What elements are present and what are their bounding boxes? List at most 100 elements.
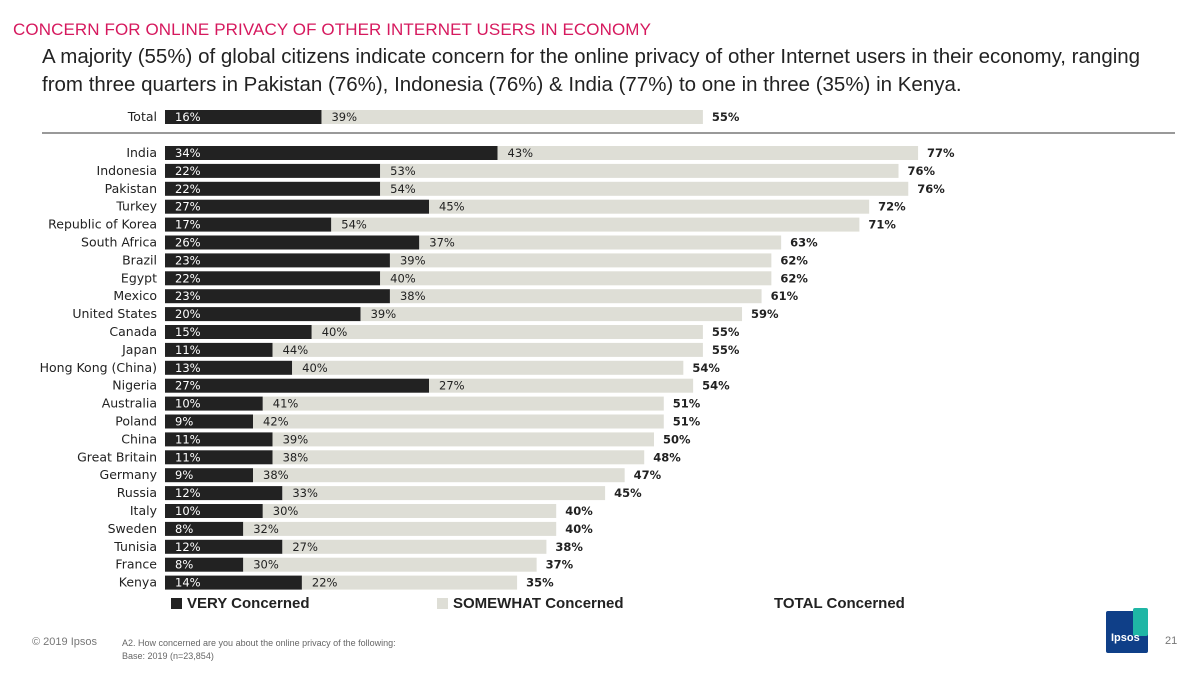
bar-very-italy — [165, 504, 263, 518]
bar-very-united-states — [165, 307, 361, 322]
data-label-total-indonesia: 76% — [908, 164, 936, 178]
bar-somewhat-china — [272, 432, 654, 447]
category-label-turkey: Turkey — [115, 199, 157, 214]
category-label-germany: Germany — [100, 467, 158, 482]
data-label-total-hong-kong-china: 54% — [692, 361, 720, 375]
data-label-total-india: 77% — [927, 146, 955, 160]
data-label-total-republic-of-korea: 71% — [868, 218, 896, 232]
data-label-very-germany: 9% — [175, 468, 193, 482]
data-label-somewhat-canada: 40% — [322, 325, 348, 339]
data-label-total-total: 55% — [712, 110, 740, 124]
copyright: © 2019 Ipsos — [32, 636, 97, 648]
data-label-very-japan: 11% — [175, 343, 201, 357]
data-label-very-turkey: 27% — [175, 200, 201, 214]
bar-somewhat-great-britain — [272, 450, 645, 465]
data-label-total-turkey: 72% — [878, 200, 906, 214]
data-label-very-tunisia: 12% — [175, 540, 201, 554]
data-label-somewhat-great-britain: 38% — [283, 450, 309, 464]
data-label-somewhat-mexico: 38% — [400, 289, 426, 303]
data-label-somewhat-south-africa: 37% — [429, 236, 455, 250]
data-label-total-canada: 55% — [712, 325, 740, 339]
data-label-total-great-britain: 48% — [653, 450, 681, 464]
bar-very-france — [165, 557, 244, 572]
data-label-very-france: 8% — [175, 558, 193, 572]
bar-very-kenya — [165, 575, 302, 590]
data-label-very-canada: 15% — [175, 325, 201, 339]
category-label-total: Total — [127, 109, 157, 124]
bar-very-pakistan — [165, 181, 381, 196]
data-label-very-russia: 12% — [175, 486, 201, 500]
data-label-somewhat-germany: 38% — [263, 468, 289, 482]
ipsos-logo: Ipsos — [1106, 608, 1148, 653]
bar-somewhat-total — [321, 110, 703, 124]
footnote-base: Base: 2019 (n=23,854) — [122, 651, 214, 661]
bar-somewhat-poland — [253, 414, 664, 429]
bar-very-turkey — [165, 199, 430, 214]
data-label-very-pakistan: 22% — [175, 182, 201, 196]
data-label-total-tunisia: 38% — [555, 540, 583, 554]
category-label-indonesia: Indonesia — [97, 163, 157, 178]
data-label-total-united-states: 59% — [751, 307, 779, 321]
bar-somewhat-japan — [272, 342, 703, 357]
category-label-hong-kong-china: Hong Kong (China) — [40, 360, 157, 375]
legend-somewhat: SOMEWHAT Concerned — [437, 595, 624, 612]
bar-somewhat-nigeria — [429, 378, 694, 393]
category-label-south-africa: South Africa — [81, 235, 157, 250]
data-label-somewhat-total: 39% — [331, 110, 357, 124]
footnote-question: A2. How concerned are you about the onli… — [122, 638, 396, 648]
legend-very-label: VERY Concerned — [187, 595, 310, 612]
bar-somewhat-south-africa — [419, 235, 782, 250]
category-label-italy: Italy — [130, 503, 158, 518]
category-label-russia: Russia — [117, 485, 157, 500]
bar-somewhat-pakistan — [380, 181, 909, 196]
bar-somewhat-brazil — [389, 253, 772, 268]
logo-text: Ipsos — [1111, 632, 1140, 644]
data-label-total-italy: 40% — [565, 504, 593, 518]
data-label-somewhat-poland: 42% — [263, 415, 289, 429]
data-label-somewhat-china: 39% — [283, 432, 309, 446]
data-label-very-brazil: 23% — [175, 253, 201, 267]
data-label-somewhat-russia: 33% — [292, 486, 318, 500]
data-label-very-italy: 10% — [175, 504, 201, 518]
legend-total-label: TOTAL Concerned — [774, 595, 905, 612]
data-label-somewhat-kenya: 22% — [312, 576, 338, 590]
data-label-very-great-britain: 11% — [175, 450, 201, 464]
bar-somewhat-australia — [262, 396, 664, 411]
bar-very-sweden — [165, 521, 244, 536]
bar-somewhat-kenya — [301, 575, 518, 590]
bar-somewhat-italy — [262, 504, 557, 518]
data-label-very-republic-of-korea: 17% — [175, 218, 201, 232]
category-label-great-britain: Great Britain — [77, 449, 157, 464]
data-label-very-indonesia: 22% — [175, 164, 201, 178]
data-label-total-germany: 47% — [634, 468, 662, 482]
data-label-somewhat-brazil: 39% — [400, 253, 426, 267]
data-label-very-poland: 9% — [175, 415, 193, 429]
bar-very-mexico — [165, 289, 390, 304]
data-label-total-russia: 45% — [614, 486, 642, 500]
legend-very: VERY Concerned — [171, 595, 310, 612]
category-label-india: India — [126, 145, 157, 160]
bar-somewhat-france — [243, 557, 537, 572]
data-label-very-total: 16% — [175, 110, 201, 124]
data-label-somewhat-pakistan: 54% — [390, 182, 416, 196]
bar-somewhat-sweden — [243, 521, 557, 536]
bar-very-poland — [165, 414, 254, 429]
legend-total: TOTAL Concerned — [774, 595, 905, 612]
data-label-somewhat-republic-of-korea: 54% — [341, 218, 367, 232]
category-label-china: China — [121, 431, 157, 446]
data-label-total-china: 50% — [663, 432, 691, 446]
data-label-very-nigeria: 27% — [175, 379, 201, 393]
category-label-mexico: Mexico — [113, 288, 157, 303]
data-label-very-india: 34% — [175, 146, 201, 160]
data-label-total-nigeria: 54% — [702, 379, 730, 393]
bar-very-hong-kong-china — [165, 360, 293, 375]
bar-somewhat-russia — [282, 486, 606, 501]
data-label-very-mexico: 23% — [175, 289, 201, 303]
page-number: 21 — [1165, 635, 1178, 647]
bar-very-indonesia — [165, 163, 381, 178]
footnote: A2. How concerned are you about the onli… — [122, 637, 396, 663]
bar-somewhat-canada — [311, 325, 703, 339]
data-label-total-australia: 51% — [673, 397, 701, 411]
category-label-pakistan: Pakistan — [105, 181, 157, 196]
data-label-total-sweden: 40% — [565, 522, 593, 536]
